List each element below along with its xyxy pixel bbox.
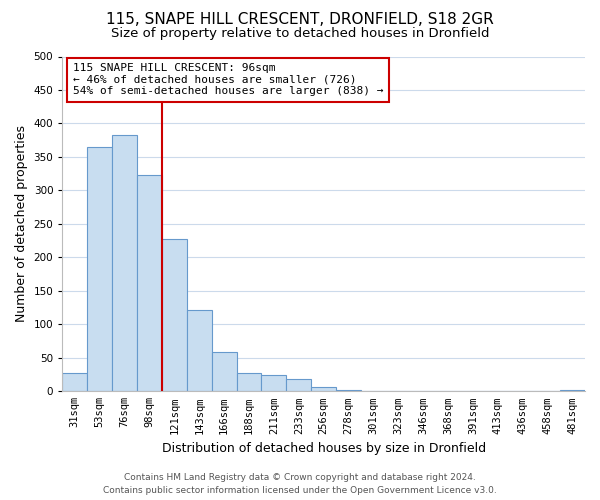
Bar	[62, 372, 87, 392]
Text: Size of property relative to detached houses in Dronfield: Size of property relative to detached ho…	[111, 28, 489, 40]
Text: 115 SNAPE HILL CRESCENT: 96sqm
← 46% of detached houses are smaller (726)
54% of: 115 SNAPE HILL CRESCENT: 96sqm ← 46% of …	[73, 63, 383, 96]
Bar	[87, 147, 112, 392]
Bar	[236, 372, 262, 392]
Y-axis label: Number of detached properties: Number of detached properties	[15, 126, 28, 322]
Bar	[187, 310, 212, 392]
Bar	[560, 390, 585, 392]
Text: Contains HM Land Registry data © Crown copyright and database right 2024.
Contai: Contains HM Land Registry data © Crown c…	[103, 473, 497, 495]
Bar	[212, 352, 236, 392]
Bar	[162, 240, 187, 392]
Text: 115, SNAPE HILL CRESCENT, DRONFIELD, S18 2GR: 115, SNAPE HILL CRESCENT, DRONFIELD, S18…	[106, 12, 494, 28]
Bar	[262, 375, 286, 392]
Bar	[112, 135, 137, 392]
Bar	[311, 386, 336, 392]
X-axis label: Distribution of detached houses by size in Dronfield: Distribution of detached houses by size …	[161, 442, 486, 455]
Bar	[336, 390, 361, 392]
Bar	[137, 175, 162, 392]
Bar	[286, 380, 311, 392]
